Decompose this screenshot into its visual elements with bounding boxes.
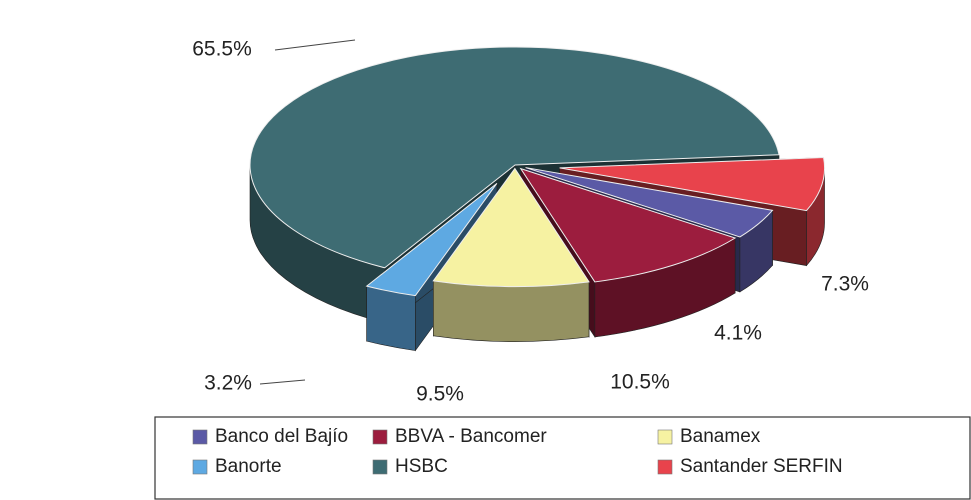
data-label: 3.2%: [204, 372, 252, 395]
legend-swatch: [372, 459, 388, 475]
data-label: 10.5%: [610, 371, 670, 394]
leader-line: [259, 379, 306, 385]
slice-wall: [366, 285, 416, 351]
legend-label: Banorte: [215, 456, 282, 477]
legend-label: Santander SERFIN: [680, 456, 843, 477]
pie-slice: [559, 157, 826, 212]
data-label: 65.5%: [192, 38, 252, 61]
legend-label: Banco del Bajío: [215, 426, 348, 447]
pie-slice: [432, 167, 590, 288]
slice-wall: [433, 280, 590, 342]
legend-swatch: [657, 429, 673, 445]
legend-label: BBVA - Bancomer: [395, 426, 547, 447]
legend-label: HSBC: [395, 456, 448, 477]
pie-slice: [249, 46, 780, 269]
legend-swatch: [192, 459, 208, 475]
legend-swatch: [372, 429, 388, 445]
pie-slice: [525, 167, 774, 238]
data-label: 9.5%: [416, 383, 464, 406]
legend-swatch: [657, 459, 673, 475]
pie-slice: [365, 182, 498, 297]
data-label: 7.3%: [821, 273, 869, 296]
legend-swatch: [192, 429, 208, 445]
legend-label: Banamex: [680, 426, 761, 447]
pie-slice: [519, 167, 737, 283]
leader-line: [274, 39, 356, 51]
legend-box: [154, 416, 971, 500]
data-label: 4.1%: [714, 322, 762, 345]
